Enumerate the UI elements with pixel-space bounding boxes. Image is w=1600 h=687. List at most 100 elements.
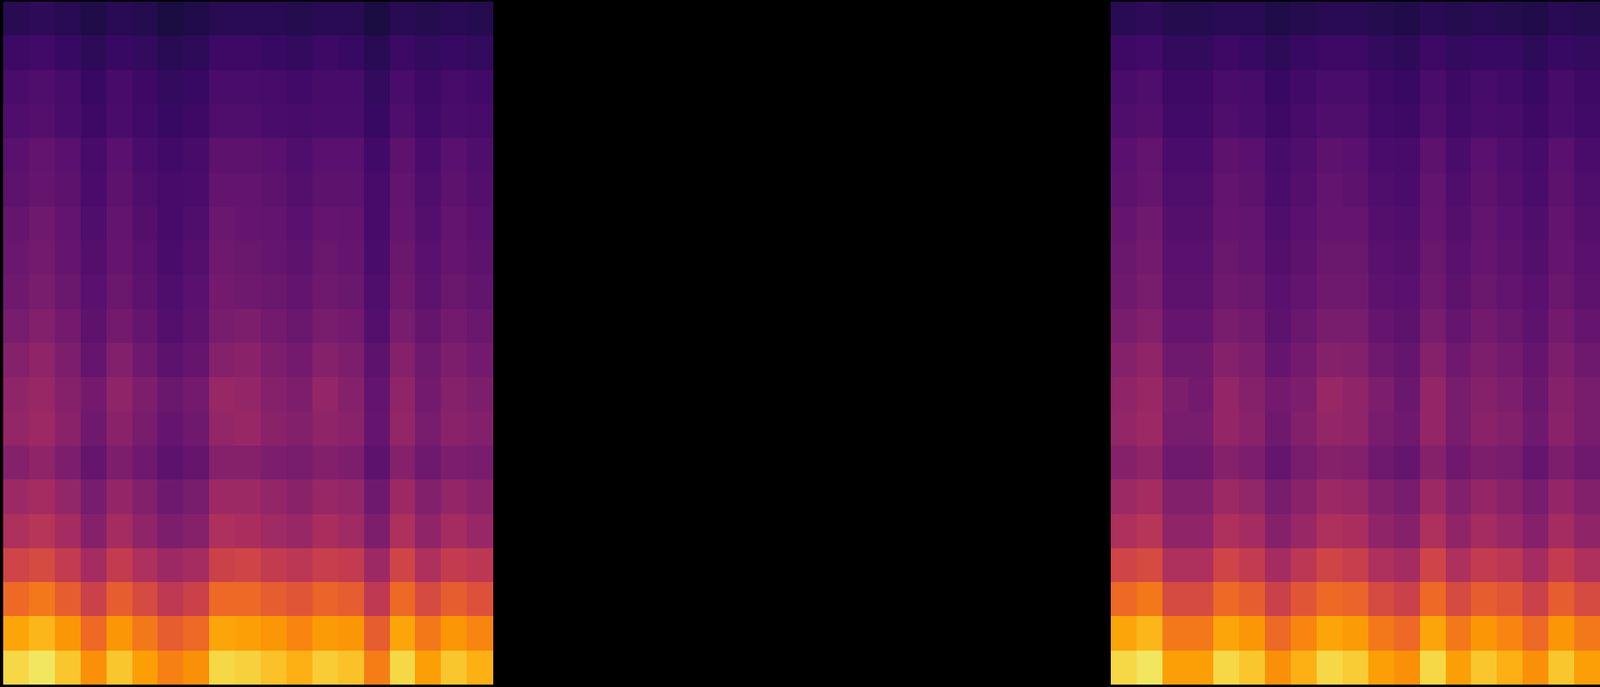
heat-cell — [1188, 274, 1215, 310]
heat-cell — [1162, 514, 1190, 549]
heat-cell — [1213, 309, 1240, 344]
heat-cell — [1419, 514, 1447, 549]
heat-cell — [389, 650, 417, 685]
heat-cell — [132, 104, 160, 139]
heat-cell — [1548, 240, 1575, 276]
heat-cell — [1110, 104, 1138, 139]
heat-cell — [1316, 1, 1344, 37]
heat-cell — [1213, 514, 1240, 549]
heat-cell — [1110, 172, 1138, 208]
heat-cell — [1470, 1, 1498, 37]
heat-cell — [1368, 411, 1395, 447]
heat-cell — [1264, 615, 1292, 651]
heat-cell — [1213, 104, 1240, 139]
heat-cell — [1548, 650, 1575, 685]
heat-cell — [414, 343, 442, 378]
heat-cell — [1419, 1, 1447, 37]
heat-cell — [1522, 309, 1550, 344]
heat-cell — [1445, 70, 1473, 105]
heat-cell — [389, 514, 417, 549]
heat-cell — [29, 274, 56, 310]
heat-cell — [1239, 70, 1266, 105]
heat-cell — [414, 445, 442, 481]
heat-cell — [414, 138, 442, 173]
heat-cell — [54, 206, 82, 242]
heat-cell — [1496, 1, 1524, 37]
heat-cell — [364, 309, 391, 344]
heat-cell — [234, 548, 262, 583]
heat-cell — [234, 309, 262, 344]
heat-cell — [364, 548, 391, 583]
heat-cell — [1470, 343, 1498, 378]
heat-cell — [132, 343, 160, 378]
heat-cell — [1522, 35, 1550, 71]
heat-cell — [1445, 240, 1473, 276]
heat-cell — [1522, 172, 1550, 208]
heat-cell — [1342, 514, 1370, 549]
heat-cell — [389, 206, 417, 242]
heat-cell — [1394, 240, 1421, 276]
heat-cell — [286, 309, 314, 344]
heat-cell — [157, 582, 185, 617]
heat-cell — [3, 70, 30, 105]
heat-cell — [1239, 274, 1266, 310]
heat-cell — [1574, 172, 1600, 208]
heat-cell — [1470, 70, 1498, 105]
heat-cell — [1548, 35, 1575, 71]
heat-cell — [1342, 376, 1370, 412]
heat-cell — [1496, 479, 1524, 515]
heat-cell — [132, 479, 160, 515]
heat-cell — [1470, 138, 1498, 173]
heat-cell — [183, 376, 210, 412]
heat-cell — [1574, 240, 1600, 276]
heat-cell — [440, 582, 468, 617]
heat-cell — [1316, 274, 1344, 310]
heat-cell — [466, 309, 494, 344]
heat-cell — [1574, 104, 1600, 139]
heat-cell — [1213, 650, 1240, 685]
heat-cell — [364, 172, 391, 208]
heat-cell — [209, 514, 236, 549]
heat-cell — [1342, 445, 1370, 481]
heat-cell — [1445, 445, 1473, 481]
heat-cell — [234, 104, 262, 139]
heat-cell — [1136, 479, 1164, 515]
heat-cell — [106, 206, 134, 242]
heat-cell — [106, 376, 134, 412]
heat-cell — [132, 240, 160, 276]
heat-cell — [364, 582, 391, 617]
heat-cell — [389, 445, 417, 481]
heat-cell — [1239, 582, 1266, 617]
heat-cell — [286, 35, 314, 71]
heat-cell — [1110, 274, 1138, 310]
heat-cell — [338, 582, 365, 617]
heat-cell — [1548, 548, 1575, 583]
heat-cell — [1188, 376, 1215, 412]
heat-cell — [1342, 138, 1370, 173]
heat-cell — [1162, 172, 1190, 208]
heat-cell — [80, 411, 108, 447]
heat-cell — [1239, 650, 1266, 685]
heat-cell — [1290, 615, 1318, 651]
heat-cell — [440, 274, 468, 310]
heat-cell — [338, 514, 365, 549]
heat-cell — [1419, 70, 1447, 105]
heat-cell — [414, 548, 442, 583]
heat-cell — [1188, 309, 1215, 344]
heat-cell — [286, 479, 314, 515]
heat-cell — [1290, 274, 1318, 310]
heat-cell — [183, 650, 210, 685]
heat-cell — [1496, 240, 1524, 276]
heat-cell — [1290, 70, 1318, 105]
heat-cell — [1290, 240, 1318, 276]
heat-cell — [1419, 240, 1447, 276]
heat-cell — [1342, 274, 1370, 310]
heat-cell — [183, 411, 210, 447]
heat-cell — [364, 35, 391, 71]
heat-cell — [1394, 514, 1421, 549]
heat-cell — [1522, 615, 1550, 651]
heat-cell — [106, 514, 134, 549]
heat-cell — [1213, 479, 1240, 515]
heat-cell — [312, 309, 340, 344]
heat-cell — [1136, 206, 1164, 242]
